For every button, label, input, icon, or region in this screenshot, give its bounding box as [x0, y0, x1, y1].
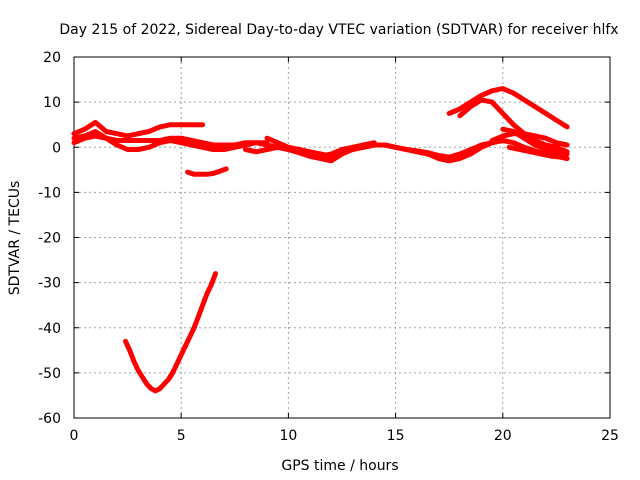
series-line-arc13	[506, 144, 570, 161]
series-line-arc1	[71, 119, 206, 139]
series-group	[71, 86, 570, 394]
grid	[74, 57, 610, 418]
x-tick-label: 20	[494, 428, 512, 444]
series-line-arc9	[446, 86, 570, 130]
y-tick-label: -20	[38, 231, 61, 247]
x-tick-label: 5	[177, 428, 186, 444]
x-tick-label: 15	[387, 428, 405, 444]
series-line-arc8	[264, 135, 377, 159]
y-tick-label: 10	[43, 95, 61, 111]
series-line-arc7	[243, 138, 570, 164]
chart-title: Day 215 of 2022, Sidereal Day-to-day VTE…	[59, 22, 618, 38]
y-tick-label: -10	[38, 185, 61, 201]
y-tick-label: -30	[38, 276, 61, 292]
series-line-arc10	[457, 97, 570, 155]
x-tick-label: 10	[279, 428, 297, 444]
axis-ticks	[73, 56, 611, 419]
x-tick-label: 0	[70, 428, 79, 444]
y-axis-label: SDTVAR / TECUs	[7, 181, 23, 296]
y-tick-label: 0	[52, 140, 61, 156]
series-line-arc11	[489, 131, 570, 148]
series-line-arc5	[185, 166, 229, 177]
y-tick-labels: 20 10 0 -10 -20 -30 -40 -50 -60	[38, 50, 61, 427]
x-tick-label: 25	[601, 428, 619, 444]
x-tick-labels: 0 5 10 15 20 25	[70, 428, 619, 444]
x-axis-label: GPS time / hours	[281, 458, 398, 474]
y-tick-label: -50	[38, 366, 61, 382]
y-tick-label: -60	[38, 411, 61, 427]
series-line-arc12	[500, 126, 570, 157]
series-line-arc4	[123, 271, 218, 394]
y-tick-label: 20	[43, 50, 61, 66]
y-tick-label: -40	[38, 321, 61, 337]
